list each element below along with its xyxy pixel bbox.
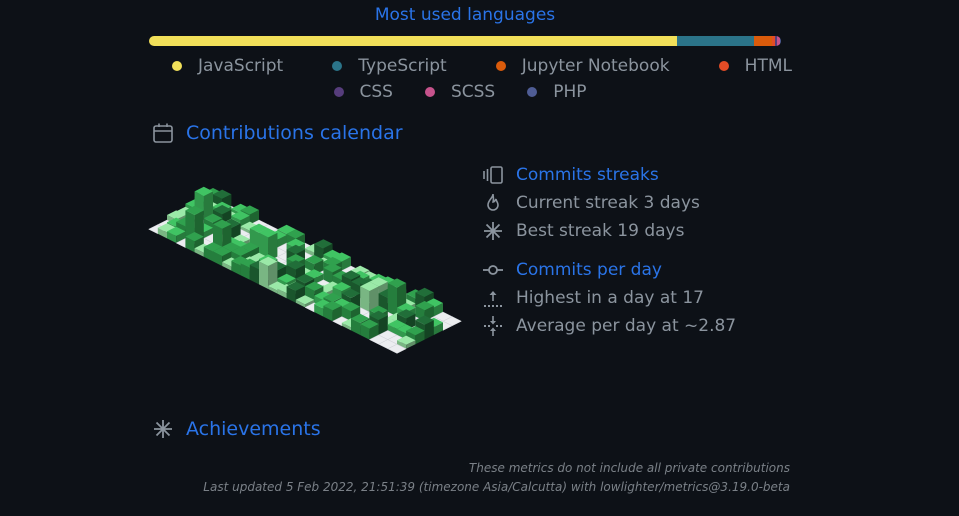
lang-bar-css [775, 36, 778, 46]
sparkle-icon [154, 420, 172, 438]
languages-title: Most used languages [374, 5, 556, 25]
legend-label: SCSS [450, 82, 496, 102]
commits-per-day-section: Commits per day Highest in a day at 17 A… [482, 256, 736, 340]
language-dot-icon [424, 87, 435, 97]
per-day-title: Commits per day [516, 260, 662, 280]
legend-label: TypeScript [358, 56, 447, 76]
legend-item-jupyter: Jupyter Notebook [495, 56, 670, 76]
isometric-contributions-calendar [148, 186, 462, 354]
legend-item-javascript: JavaScript [172, 56, 283, 76]
language-dot-icon [332, 61, 343, 71]
commits-streaks-section: Commits streaks Current streak 3 days Be… [482, 161, 700, 245]
footer-last-updated: Last updated 5 Feb 2022, 21:51:39 (timez… [203, 480, 790, 494]
legend-label: HTML [744, 56, 792, 76]
language-dot-icon [172, 61, 182, 71]
legend-label: PHP [553, 82, 587, 102]
streaks-header: Commits streaks [482, 161, 700, 189]
sparkle-icon [484, 222, 502, 240]
legend-item-html: HTML [718, 56, 792, 76]
legend-item-scss: SCSS [424, 82, 496, 102]
arrow-up-dotted-icon [484, 291, 502, 307]
current-streak: Current streak 3 days [482, 189, 700, 217]
languages-bar [149, 36, 781, 46]
highest-per-day: Highest in a day at 17 [482, 284, 736, 312]
git-commit-icon [483, 265, 503, 275]
footer-disclaimer: These metrics do not include all private… [468, 461, 790, 475]
lang-bar-html [772, 36, 776, 46]
streak-cards-icon [483, 166, 503, 184]
legend-label: JavaScript [198, 56, 284, 76]
language-dot-icon [333, 87, 344, 97]
arrows-to-center-icon [484, 316, 502, 336]
highest-per-day-text: Highest in a day at 17 [516, 288, 704, 308]
legend-label: Jupyter Notebook [521, 56, 670, 76]
best-streak: Best streak 19 days [482, 217, 700, 245]
average-per-day: Average per day at ~2.87 [482, 312, 736, 340]
calendar-section-header: Contributions calendar [152, 122, 403, 144]
average-per-day-text: Average per day at ~2.87 [516, 316, 737, 336]
lang-bar-php [779, 36, 781, 46]
best-streak-text: Best streak 19 days [516, 221, 685, 241]
lang-bar-typescript [677, 36, 755, 46]
language-dot-icon [527, 87, 538, 97]
legend-item-css: CSS [333, 82, 393, 102]
lang-bar-jupyter [754, 36, 773, 46]
languages-legend-row-2: CSS SCSS PHP [140, 82, 780, 102]
lang-bar-scss [777, 36, 780, 46]
lang-bar-javascript [149, 36, 678, 46]
languages-legend-row-1: JavaScript TypeScript Jupyter Notebook H… [172, 56, 792, 76]
language-dot-icon [718, 61, 729, 71]
flame-icon [487, 193, 499, 211]
calendar-title: Contributions calendar [186, 122, 403, 144]
per-day-header: Commits per day [482, 256, 736, 284]
footer: These metrics do not include all private… [203, 459, 790, 497]
calendar-icon [153, 123, 173, 143]
legend-label: CSS [359, 82, 393, 102]
achievements-section-header: Achievements [152, 418, 321, 440]
language-dot-icon [495, 61, 506, 71]
current-streak-text: Current streak 3 days [516, 193, 700, 213]
legend-item-php: PHP [527, 82, 587, 102]
legend-item-typescript: TypeScript [332, 56, 447, 76]
streaks-title: Commits streaks [516, 165, 659, 185]
achievements-title: Achievements [186, 418, 321, 440]
